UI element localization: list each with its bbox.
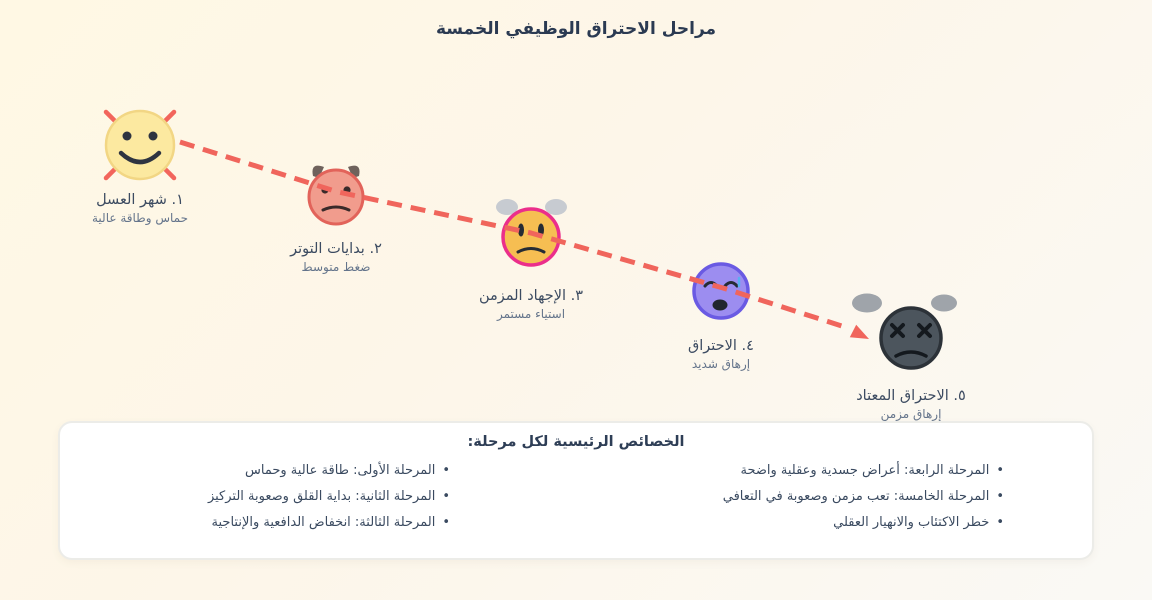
list-item-text: خطر الاكتئاب والانهيار العقلي bbox=[833, 515, 990, 530]
bullet-icon: • bbox=[442, 489, 450, 504]
stage-3-description: استياء مستمر bbox=[496, 307, 566, 321]
bullet-icon: • bbox=[442, 515, 450, 530]
list-item: • المرحلة الأولى: طاقة عالية وحماس bbox=[60, 463, 450, 478]
stage-5-title: ٥. الاحتراق المعتاد bbox=[856, 388, 966, 404]
stage-5-description: إرهاق مزمن bbox=[880, 407, 942, 421]
stage-3-label: ٣. الإجهاد المزمن استياء مستمر bbox=[421, 288, 641, 321]
stage-1-description: حماس وطاقة عالية bbox=[92, 211, 188, 225]
exhausted-face-icon bbox=[692, 262, 750, 320]
panel-title: الخصائص الرئيسية لكل مرحلة: bbox=[467, 434, 685, 450]
list-item: • المرحلة الرابعة: أعراض جسدية وعقلية واض… bbox=[576, 463, 1004, 478]
bullet-icon: • bbox=[996, 463, 1004, 478]
bullet-icon: • bbox=[442, 463, 450, 478]
characteristics-panel: الخصائص الرئيسية لكل مرحلة: • المرحلة الأ… bbox=[58, 421, 1094, 560]
page-title: مراحل الاحتراق الوظيفي الخمسة bbox=[435, 19, 717, 39]
panel-column-stages-1-3: • المرحلة الأولى: طاقة عالية وحماس • المرح… bbox=[60, 463, 576, 541]
list-item-text: المرحلة الخامسة: تعب مزمن وصعوبة في التع… bbox=[722, 489, 990, 504]
bullet-icon: • bbox=[996, 515, 1004, 530]
list-item: • المرحلة الخامسة: تعب مزمن وصعوبة في الت… bbox=[576, 489, 1004, 504]
bullet-icon: • bbox=[996, 489, 1004, 504]
panel-columns: • المرحلة الأولى: طاقة عالية وحماس • المرح… bbox=[60, 463, 1092, 541]
stage-5-label: ٥. الاحتراق المعتاد إرهاق مزمن bbox=[801, 388, 1021, 421]
list-item: • خطر الاكتئاب والانهيار العقلي bbox=[576, 515, 1004, 530]
list-item-text: المرحلة الثانية: بداية القلق وصعوبة التر… bbox=[207, 489, 436, 504]
strained-face-icon bbox=[496, 199, 567, 267]
stage-4-title: ٤. الاحتراق bbox=[688, 338, 754, 354]
stage-2-title: ٢. بدايات التوتر bbox=[290, 241, 382, 257]
stage-1-title: ١. شهر العسل bbox=[96, 192, 184, 208]
stage-4-label: ٤. الاحتراق إرهاق شديد bbox=[611, 338, 831, 371]
list-item-text: المرحلة الثالثة: انخفاض الدافعية والإنتا… bbox=[211, 515, 436, 530]
horned-tense-face-icon bbox=[307, 165, 365, 226]
stage-2-label: ٢. بدايات التوتر ضغط متوسط bbox=[226, 241, 446, 274]
list-item: • المرحلة الثانية: بداية القلق وصعوبة الت… bbox=[60, 489, 450, 504]
sun-smiley-face-icon bbox=[103, 109, 177, 181]
stage-2-description: ضغط متوسط bbox=[301, 260, 371, 274]
list-item-text: المرحلة الرابعة: أعراض جسدية وعقلية واضح… bbox=[740, 463, 990, 478]
panel-column-stages-4-5: • المرحلة الرابعة: أعراض جسدية وعقلية واض… bbox=[576, 463, 1092, 541]
list-item-text: المرحلة الأولى: طاقة عالية وحماس bbox=[245, 463, 436, 478]
stage-4-description: إرهاق شديد bbox=[691, 357, 751, 371]
stage-1-label: ١. شهر العسل حماس وطاقة عالية bbox=[30, 192, 250, 225]
list-item: • المرحلة الثالثة: انخفاض الدافعية والإنت… bbox=[60, 515, 450, 530]
declining-trend-arrow bbox=[179, 139, 869, 339]
burned-out-face-icon bbox=[852, 293, 957, 370]
stage-3-title: ٣. الإجهاد المزمن bbox=[478, 288, 584, 304]
